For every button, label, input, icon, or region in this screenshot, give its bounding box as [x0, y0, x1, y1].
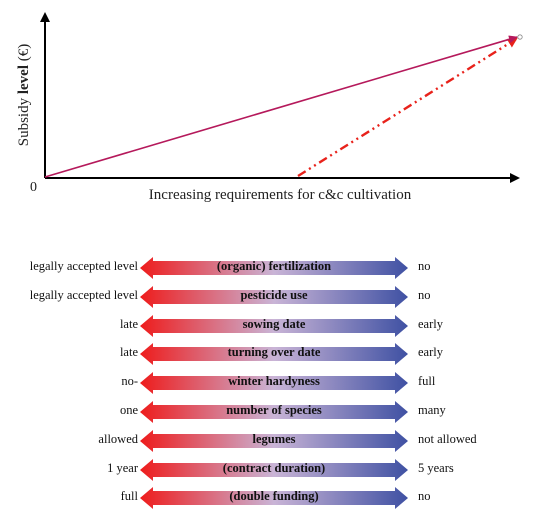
double-headed-gradient-arrow — [140, 343, 408, 366]
requirement-row: late turning over date early — [0, 343, 550, 366]
origin-label: 0 — [30, 180, 37, 195]
requirement-label: number of species — [226, 403, 322, 417]
right-value-label: full — [418, 374, 436, 389]
left-value-label: full — [120, 489, 138, 504]
requirement-label: pesticide use — [240, 287, 308, 302]
requirement-label: (contract duration) — [222, 460, 326, 475]
double-headed-gradient-arrow — [140, 285, 408, 308]
requirement-row: one number of species many — [0, 401, 550, 423]
right-value-label: no — [418, 489, 431, 504]
requirement-label: legumes — [252, 431, 296, 446]
left-value-label: 1 year — [107, 460, 138, 475]
double-headed-gradient-arrow — [140, 314, 408, 337]
dashed-subsidy-line — [297, 37, 518, 178]
requirement-row: late sowing date early — [0, 314, 550, 337]
requirement-label: turning over date — [227, 345, 321, 360]
left-value-label: legally accepted level — [29, 287, 138, 302]
left-value-label: legally accepted level — [29, 259, 138, 273]
double-headed-gradient-arrow — [140, 487, 408, 510]
y-label-bold: level — [16, 65, 32, 94]
right-value-label: early — [418, 316, 443, 331]
left-value-label: late — [119, 345, 138, 360]
requirement-row: allowed legumes not allowed — [0, 429, 550, 452]
line-endpoint-marker — [517, 34, 523, 40]
left-value-label: no- — [121, 374, 138, 389]
double-headed-gradient-arrow — [140, 372, 408, 395]
double-headed-gradient-arrow — [140, 458, 408, 481]
right-value-label: no — [418, 259, 431, 273]
requirement-row: legally accepted level (organic) fertiliz… — [0, 257, 550, 279]
right-value-label: 5 years — [418, 460, 454, 475]
double-headed-gradient-arrow — [140, 401, 408, 423]
right-value-label: no — [418, 287, 431, 302]
requirement-label: winter hardyness — [228, 374, 320, 389]
requirement-label: (organic) fertilization — [216, 259, 332, 273]
requirement-row: legally accepted level pesticide use no — [0, 285, 550, 308]
right-value-label: not allowed — [418, 431, 477, 446]
double-headed-gradient-arrow — [140, 429, 408, 452]
requirement-row: full (double funding) no — [0, 487, 550, 510]
x-axis-label: Increasing requirements for c&c cultivat… — [149, 187, 412, 203]
requirement-label: sowing date — [242, 316, 306, 331]
left-value-label: allowed — [98, 431, 138, 446]
left-value-label: late — [119, 316, 138, 331]
subsidy-plot: Subsidy level (€) 0 Increasing requireme… — [16, 12, 523, 203]
double-headed-gradient-arrow — [140, 257, 408, 279]
right-value-label: early — [418, 345, 443, 360]
y-label-suffix: (€) — [16, 44, 32, 62]
right-value-label: many — [418, 403, 446, 417]
y-axis-label: Subsidy level (€) — [16, 44, 32, 147]
requirement-label: (double funding) — [229, 489, 319, 504]
y-label-prefix: Subsidy — [16, 97, 32, 146]
solid-subsidy-line — [44, 35, 518, 178]
requirement-row: no-winter hardyness full — [0, 372, 550, 395]
left-value-label: one — [119, 403, 138, 417]
requirement-row: 1 year (contract duration) 5 years — [0, 458, 550, 481]
